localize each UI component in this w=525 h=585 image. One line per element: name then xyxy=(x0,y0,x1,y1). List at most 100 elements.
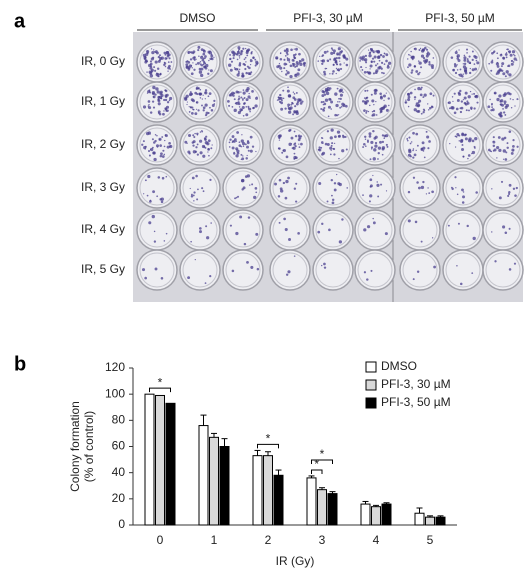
colony xyxy=(337,53,339,56)
plate-rim xyxy=(402,170,438,206)
colony xyxy=(342,135,345,139)
colony xyxy=(195,108,198,110)
x-tick-label: 5 xyxy=(427,533,434,547)
colony xyxy=(197,188,199,191)
colony xyxy=(367,71,372,75)
colony xyxy=(407,219,411,223)
colony xyxy=(169,96,173,101)
colony xyxy=(344,135,347,139)
colony xyxy=(376,183,380,187)
colony xyxy=(473,92,476,95)
colony xyxy=(467,95,471,99)
colony xyxy=(248,72,252,76)
plate-rim xyxy=(315,170,351,206)
colony xyxy=(193,58,196,61)
colony xyxy=(372,129,375,133)
colony xyxy=(361,100,365,103)
colony xyxy=(254,58,257,61)
colony xyxy=(407,98,411,102)
colony xyxy=(410,141,413,143)
colony xyxy=(361,55,366,59)
colony xyxy=(278,62,281,65)
colony xyxy=(339,93,343,97)
colony xyxy=(293,130,296,133)
colony xyxy=(193,135,196,139)
colony xyxy=(492,144,496,148)
colony xyxy=(505,103,510,108)
colony xyxy=(199,230,202,234)
colony xyxy=(199,97,202,99)
colony xyxy=(329,146,333,150)
plate-rim xyxy=(225,44,261,80)
bar xyxy=(414,512,425,526)
bar xyxy=(327,493,338,526)
colony xyxy=(284,196,288,200)
column-header: PFI-3, 50 µM xyxy=(425,11,495,25)
colony xyxy=(144,56,147,58)
colony xyxy=(249,184,251,186)
colony xyxy=(332,147,334,150)
colony xyxy=(475,59,478,62)
plate-rim xyxy=(139,44,175,80)
colony xyxy=(204,57,206,60)
colony xyxy=(237,46,241,50)
colony xyxy=(279,187,283,191)
colony xyxy=(418,71,421,74)
colony xyxy=(144,59,148,62)
colony xyxy=(240,108,244,112)
colony xyxy=(360,66,363,69)
x-tick-label: 3 xyxy=(319,533,326,547)
colony xyxy=(495,73,498,76)
plate xyxy=(269,81,311,123)
bar xyxy=(198,425,209,526)
colony xyxy=(381,153,384,156)
colony xyxy=(297,68,301,72)
plate-rim xyxy=(315,127,351,163)
colony xyxy=(209,275,212,278)
colony xyxy=(240,91,242,93)
significance-label: * xyxy=(158,375,163,389)
colony xyxy=(209,50,211,53)
colony xyxy=(423,93,427,97)
colony xyxy=(231,146,235,150)
colony xyxy=(370,269,373,272)
colony xyxy=(210,54,214,58)
colony xyxy=(323,262,326,266)
plate-rim xyxy=(445,84,481,120)
colony xyxy=(463,58,467,62)
colony xyxy=(295,200,298,203)
colony xyxy=(464,91,468,95)
colony xyxy=(194,259,196,261)
colony xyxy=(229,53,231,56)
colony xyxy=(283,49,287,52)
colony xyxy=(210,53,213,56)
plate xyxy=(399,249,441,291)
colony xyxy=(373,55,377,59)
colony xyxy=(491,103,493,106)
colony xyxy=(427,187,429,189)
plate-rim xyxy=(402,44,438,80)
colony xyxy=(208,59,210,62)
plate-rim xyxy=(225,170,261,206)
colony xyxy=(342,104,346,108)
colony xyxy=(159,144,162,147)
colony xyxy=(382,94,386,98)
colony xyxy=(416,181,419,184)
colony xyxy=(241,74,245,78)
colony xyxy=(406,139,409,142)
colony xyxy=(287,94,292,98)
y-axis-label: (% of control) xyxy=(82,411,96,482)
colony xyxy=(513,262,517,265)
colony xyxy=(462,191,465,193)
colony xyxy=(428,61,431,64)
colony xyxy=(195,86,199,90)
colony xyxy=(509,53,513,57)
plate-rim xyxy=(357,212,393,248)
colony xyxy=(289,75,293,79)
colony xyxy=(151,90,156,95)
colony xyxy=(456,64,458,66)
colony xyxy=(208,154,210,157)
colony xyxy=(148,90,151,92)
colony xyxy=(157,98,160,100)
colony xyxy=(239,52,243,56)
